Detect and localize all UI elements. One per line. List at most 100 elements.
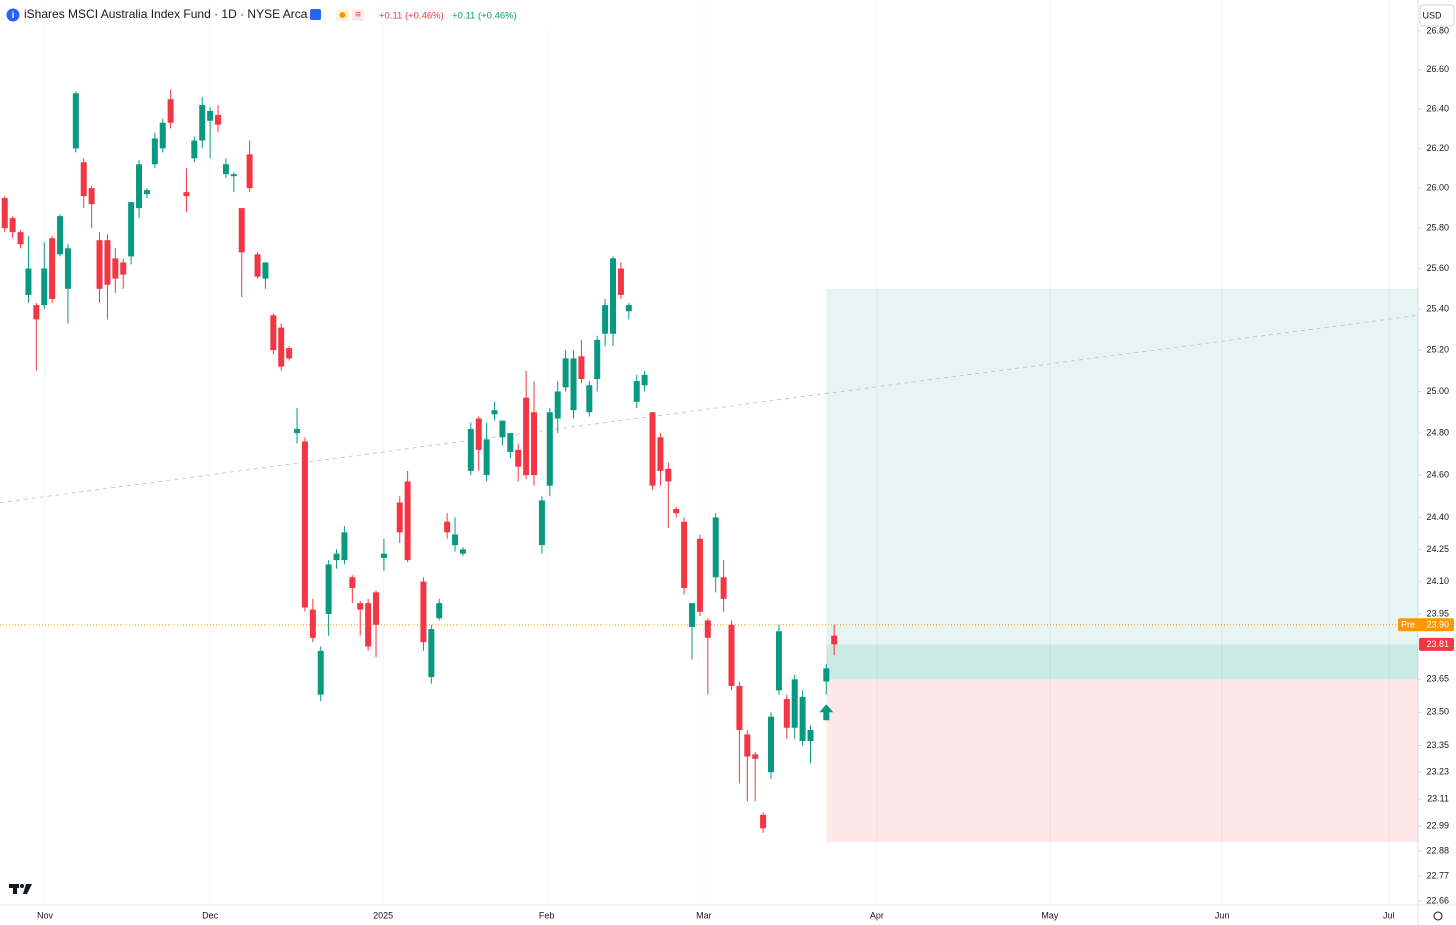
candle-body [151,138,158,165]
menu-icon-text: ≡ [355,10,361,21]
candle-body [373,592,380,625]
candle-body [309,609,316,638]
candle-body [783,699,790,728]
candle-body [641,374,648,386]
y-tick-label: 22.77 [1426,870,1449,880]
x-tick-label: May [1041,910,1059,920]
candle-body [586,385,593,413]
target-zone [826,288,1418,680]
candle-body [649,412,656,486]
candle-body [791,679,798,728]
candle-body [704,620,711,638]
flag-icon[interactable] [310,9,321,20]
candle-body [610,258,617,334]
candle-body [120,262,127,275]
symbol-icon-text: i [12,10,15,20]
candle-body [396,502,403,533]
currency-button[interactable] [1419,4,1455,27]
x-tick-label: Jun [1215,910,1230,920]
candle-body [88,188,95,205]
candle-body [357,603,364,610]
settings-icon[interactable] [1433,911,1443,921]
candle-body [775,631,782,691]
candle-body [325,564,332,614]
pre-tag-label: Pre [1401,620,1415,630]
logo-part [23,884,32,894]
candle-body [696,538,703,612]
candle-body [207,110,214,121]
candle-body [1,198,8,229]
candle-body [41,268,48,306]
candle-body [657,437,664,471]
candle-body [499,420,506,438]
candle-body [578,356,585,380]
candle-body [562,358,569,388]
y-tick-label: 23.11 [1427,793,1449,803]
candle-body [554,391,561,419]
candle-body [128,202,135,257]
grid-layer [44,0,1390,905]
candle-body [33,305,40,320]
candle-body [286,348,293,359]
candle-body [594,339,601,380]
candle-body [420,581,427,643]
candle-body [333,553,340,561]
y-tick-label: 23.50 [1426,707,1449,717]
y-tick-label: 23.35 [1426,740,1449,750]
candle-body [17,232,24,245]
candle-body [199,105,206,141]
candle-body [436,603,443,619]
pre-tag-value: 23.90 [1426,620,1449,630]
trend-line [0,314,1419,503]
candle-body [80,162,87,197]
candle-body [404,481,411,561]
x-tick-label: 2025 [373,910,393,920]
x-tick-label: Jul [1383,910,1395,920]
y-tick-label: 25.40 [1426,304,1449,314]
axis-layer: Nov Dec 2025 Feb Mar Apr May Jun Jul 22.66 22.77 22… [37,25,1454,920]
candle-body [681,521,688,589]
candle-body [57,216,64,255]
candle-body [230,174,237,177]
y-tick-label: 23.65 [1426,674,1449,684]
candle-body [720,577,727,599]
y-tick-label: 25.80 [1426,223,1449,233]
logo [9,884,32,894]
candle-body [262,262,269,279]
x-tick-label: Mar [696,910,712,920]
y-tick-label: 26.80 [1426,25,1449,35]
y-tick-label: 23.23 [1426,767,1449,777]
candle-body [728,624,735,686]
candle-body [254,254,261,277]
candle-body [823,668,830,682]
change-down: +0.11 (+0.46%) [379,11,444,22]
candle-body [136,164,143,209]
y-tick-label: 24.60 [1426,469,1449,479]
candle-body [625,305,632,312]
y-tick-label: 24.40 [1426,512,1449,522]
y-tick-label: 25.20 [1426,345,1449,355]
candle-body [25,268,32,295]
y-tick-label: 22.99 [1426,820,1449,830]
candle-body [673,508,680,514]
candle-body [49,238,56,299]
candle-body [112,258,119,279]
candle-body [768,716,775,773]
candle-body [64,248,71,289]
candle-body [444,521,451,533]
candle-body [570,358,577,411]
candle-body [428,629,435,678]
stop-zone [826,679,1418,842]
candle-body [159,122,166,149]
menu-icon[interactable] [352,9,364,21]
x-tick-label: Nov [37,910,54,920]
y-tick-label: 26.20 [1426,143,1449,153]
candle-body [301,441,308,608]
candle-body [380,553,387,558]
y-tick-label: 22.88 [1426,845,1449,855]
candle-body [349,577,356,589]
x-tick-label: Feb [539,910,555,920]
candle-body [744,734,751,757]
profit-zone [826,644,1418,680]
candle-body [167,99,174,123]
